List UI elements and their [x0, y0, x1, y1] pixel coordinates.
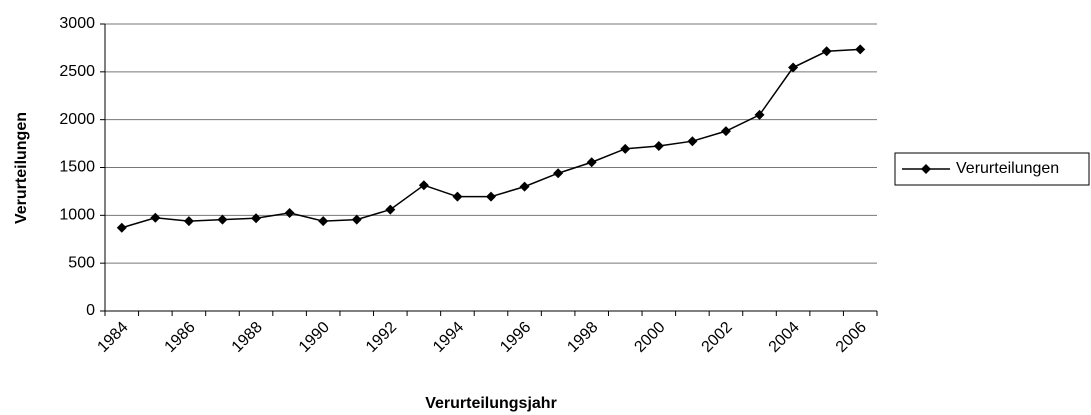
marker	[586, 157, 597, 168]
x-tick-label: 2002	[699, 319, 736, 356]
marker	[351, 214, 362, 225]
marker	[553, 168, 564, 179]
y-tick-label: 2000	[59, 111, 95, 128]
marker	[150, 212, 161, 223]
marker	[855, 44, 866, 55]
x-tick-label: 1996	[497, 319, 534, 356]
y-tick-label: 3000	[59, 15, 95, 32]
marker	[251, 213, 262, 224]
marker	[720, 126, 731, 137]
marker	[116, 222, 127, 233]
marker	[486, 191, 496, 202]
marker	[519, 181, 530, 192]
x-tick-label: 2000	[631, 319, 668, 356]
marker	[788, 62, 799, 73]
x-tick-label: 1998	[564, 319, 601, 356]
marker	[620, 143, 631, 154]
x-tick-label: 2006	[833, 319, 870, 356]
y-tick-label: 2500	[59, 63, 95, 80]
marker	[418, 180, 429, 191]
legend-box	[894, 152, 1090, 186]
marker	[183, 216, 194, 227]
x-tick-label: 1992	[363, 319, 400, 356]
marker	[821, 46, 832, 57]
y-tick-label: 1500	[59, 159, 95, 176]
y-tick-label: 500	[68, 254, 95, 271]
x-tick-label: 1984	[94, 319, 131, 356]
legend-marker	[921, 164, 931, 174]
marker	[385, 204, 396, 215]
y-axis-title: Verurteilungen	[13, 112, 30, 224]
x-tick-label: 1986	[162, 319, 199, 356]
x-axis-title: Verurteilungsjahr	[425, 395, 557, 412]
marker	[284, 207, 295, 218]
marker	[687, 136, 698, 147]
x-tick-label: 1994	[430, 319, 467, 356]
marker	[754, 109, 765, 120]
legend-label: Verurteilungen	[956, 160, 1059, 177]
x-tick-label: 2004	[766, 319, 803, 356]
y-tick-label: 0	[86, 302, 95, 319]
marker	[217, 214, 228, 225]
y-tick-label: 1000	[59, 207, 95, 224]
marker	[452, 191, 463, 202]
marker	[653, 140, 664, 151]
x-tick-label: 1988	[229, 319, 266, 356]
marker	[318, 216, 329, 227]
x-tick-label: 1990	[296, 319, 333, 356]
